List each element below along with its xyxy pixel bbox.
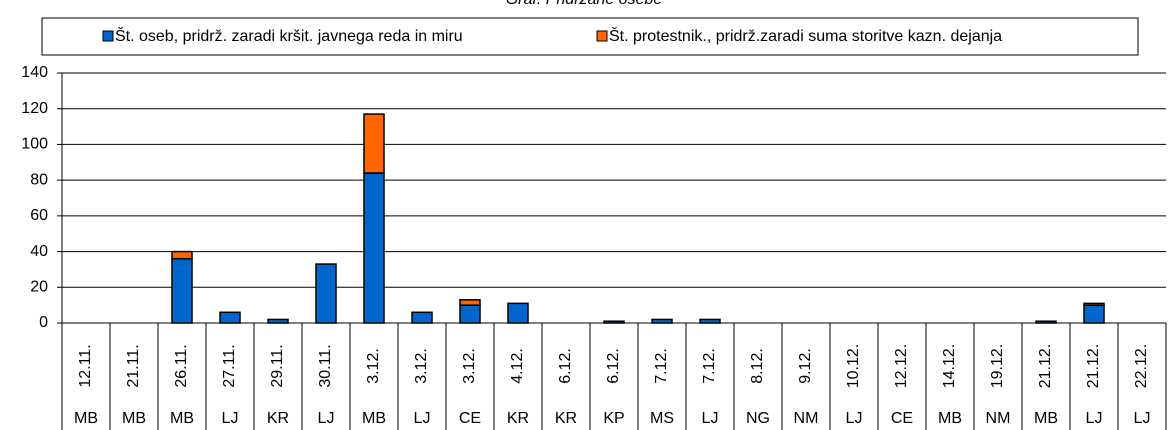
legend-label: Št. protestnik., pridrž.zaradi suma stor… [609, 26, 1002, 45]
x-tick-label: 3.12. [461, 348, 478, 384]
x-group-label: KR [507, 410, 529, 427]
x-group-label: LJ [414, 410, 431, 427]
x-group-label: CE [891, 410, 913, 427]
x-group-label: LJ [222, 410, 239, 427]
x-group-label: KR [267, 410, 289, 427]
x-tick-label: 27.11. [221, 344, 238, 387]
x-tick-label: 8.12. [749, 348, 766, 384]
x-tick-label: 26.11. [173, 344, 190, 387]
x-group-label: MB [938, 410, 962, 427]
bar-segment [1083, 304, 1105, 324]
bar-segment [1083, 302, 1105, 306]
x-tick-label: 19.12. [989, 344, 1006, 388]
x-tick-label: 21.12. [1037, 344, 1054, 388]
bar-segment [1035, 320, 1057, 324]
x-tick-label: 29.11. [269, 344, 286, 387]
y-tick-label: 80 [30, 171, 48, 188]
x-group-label: LJ [1134, 410, 1151, 427]
x-group-label: LJ [318, 410, 335, 427]
y-tick-label: 140 [21, 64, 48, 81]
bar-segment [171, 250, 193, 260]
bar-segment [651, 318, 673, 324]
x-tick-label: 12.12. [893, 344, 910, 388]
x-group-label: MB [170, 410, 194, 427]
y-tick-label: 60 [30, 207, 48, 224]
x-tick-label: 21.11. [125, 344, 142, 387]
x-tick-label: 3.12. [413, 348, 430, 384]
y-tick-label: 20 [30, 279, 48, 296]
bar-segment [315, 263, 337, 324]
x-tick-label: 7.12. [653, 348, 670, 384]
x-group-label: MB [122, 410, 146, 427]
x-tick-label: 10.12. [845, 344, 862, 388]
x-tick-label: 6.12. [557, 348, 574, 384]
bar-segment [603, 320, 625, 324]
x-group-label: LJ [1086, 410, 1103, 427]
y-tick-label: 40 [30, 243, 48, 260]
x-group-label: KR [555, 410, 577, 427]
bar-segment [267, 318, 289, 324]
x-group-label: MB [74, 410, 98, 427]
x-tick-label: 7.12. [701, 348, 718, 384]
x-group-label: NG [746, 410, 770, 427]
y-tick-label: 100 [21, 136, 48, 153]
chart-title: Graf: Pridržane osebe [506, 0, 663, 8]
x-tick-label: 14.12. [941, 344, 958, 388]
x-tick-label: 4.12. [509, 348, 526, 384]
bar-segment [459, 304, 481, 324]
x-group-label: NM [986, 410, 1011, 427]
x-group-label: KP [603, 410, 624, 427]
bar-segment [363, 113, 385, 174]
y-tick-label: 120 [21, 100, 48, 117]
legend-label: Št. oseb, pridrž. zaradi kršit. javnega … [115, 26, 463, 45]
x-tick-label: 3.12. [365, 348, 382, 384]
x-tick-label: 22.12. [1133, 344, 1150, 388]
x-tick-label: 21.12. [1085, 344, 1102, 388]
x-group-label: NM [794, 410, 819, 427]
y-tick-label: 0 [39, 314, 48, 331]
bar-segment [459, 299, 481, 306]
x-tick-label: 12.11. [77, 344, 94, 387]
legend-swatch [596, 30, 608, 42]
bar-segment [171, 257, 193, 324]
x-tick-label: 6.12. [605, 348, 622, 384]
bar-segment [411, 311, 433, 324]
bar-segment [507, 302, 529, 324]
legend-swatch [102, 30, 114, 42]
x-tick-label: 9.12. [797, 348, 814, 384]
x-group-label: LJ [702, 410, 719, 427]
x-group-label: LJ [846, 410, 863, 427]
x-group-label: MB [1034, 410, 1058, 427]
bar-segment [363, 172, 385, 324]
x-tick-label: 30.11. [317, 344, 334, 387]
legend-box [41, 17, 1139, 56]
bar-segment [219, 311, 241, 324]
bar-segment [699, 318, 721, 324]
x-group-label: CE [459, 410, 481, 427]
x-group-label: MS [650, 410, 674, 427]
x-group-label: MB [362, 410, 386, 427]
